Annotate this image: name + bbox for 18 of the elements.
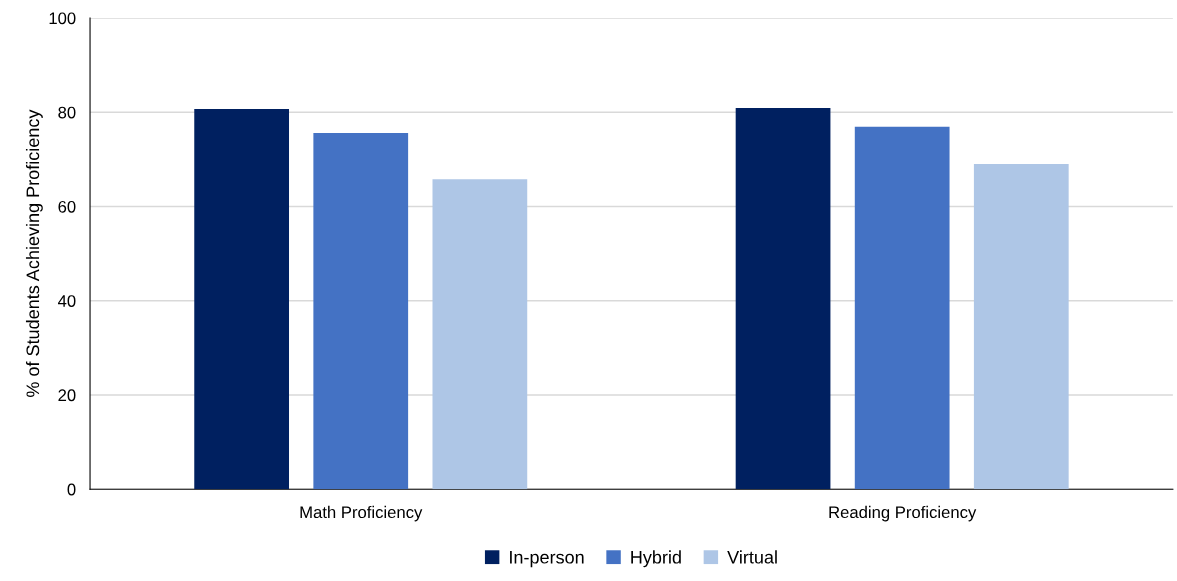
y-tick-label: 40 <box>58 295 76 307</box>
x-tick-label: Reading Proficiency <box>829 505 977 522</box>
y-tick-label: 0 <box>67 483 76 496</box>
bar <box>313 132 409 490</box>
bar <box>432 179 528 490</box>
y-tick-label: 20 <box>58 389 76 402</box>
y-axis-title: % of Students Achieving Proficiency <box>25 109 43 397</box>
bar <box>973 164 1069 490</box>
x-tick-label: Math Proficiency <box>300 505 423 522</box>
y-tick-label: 80 <box>58 106 76 119</box>
legend-label: Virtual <box>727 550 777 564</box>
legend-label: Hybrid <box>631 550 681 568</box>
legend-label: In-person <box>510 551 584 568</box>
y-tick-label: 100 <box>49 12 76 25</box>
y-tick-label: 60 <box>58 200 76 213</box>
bar <box>194 108 290 490</box>
bar <box>854 126 950 490</box>
bar <box>735 108 831 490</box>
